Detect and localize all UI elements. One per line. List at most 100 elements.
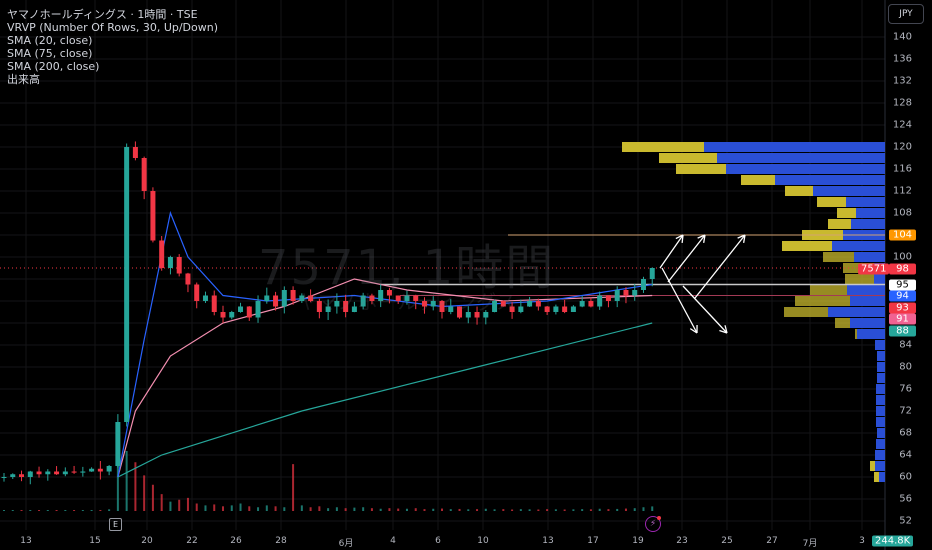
volume-profile-up-bar bbox=[823, 252, 854, 262]
volume-bar bbox=[151, 484, 154, 511]
time-tick-label: 26 bbox=[230, 536, 242, 546]
time-tick-label: 4 bbox=[390, 536, 396, 546]
candle-body bbox=[167, 257, 173, 268]
candle-body bbox=[54, 471, 60, 475]
candle-body bbox=[386, 290, 392, 296]
legend-vrvp[interactable]: VRVP (Number Of Rows, 30, Up/Down) bbox=[7, 21, 219, 34]
candle-body bbox=[623, 290, 629, 296]
candle-body bbox=[474, 312, 480, 318]
candle-body bbox=[27, 471, 33, 477]
legend-volume[interactable]: 出来高 bbox=[7, 73, 40, 86]
volume-bar bbox=[598, 508, 601, 511]
volume-profile-down-bar bbox=[850, 318, 885, 328]
candle-body bbox=[378, 290, 384, 301]
volume-bar bbox=[633, 508, 636, 511]
volume-profile-down-bar bbox=[813, 186, 885, 196]
time-tick-label: 19 bbox=[632, 536, 644, 546]
volume-profile-up-bar bbox=[622, 142, 704, 152]
lightning-event-icon[interactable]: ⚡ bbox=[645, 516, 661, 532]
volume-bar bbox=[11, 510, 14, 511]
candle-body bbox=[246, 306, 252, 318]
time-tick-label: 25 bbox=[721, 536, 733, 546]
volume-bar bbox=[125, 451, 128, 511]
volume-bar bbox=[283, 507, 286, 511]
candle-body bbox=[544, 306, 550, 312]
volume-bar bbox=[537, 509, 540, 511]
volume-profile-down-bar bbox=[717, 153, 885, 163]
candle-body bbox=[325, 306, 331, 312]
volume-profile-up-bar bbox=[659, 153, 717, 163]
volume-bar bbox=[414, 508, 417, 511]
arrow-head bbox=[724, 325, 728, 334]
volume-bar bbox=[388, 508, 391, 511]
volume-profile-down-bar bbox=[854, 252, 885, 262]
name-watermark: ヤマノホールディングス bbox=[298, 290, 516, 314]
price-badge-104: 104 bbox=[889, 229, 916, 241]
candle-body bbox=[640, 279, 646, 290]
volume-bar bbox=[90, 510, 93, 511]
time-tick-label: 6 bbox=[435, 536, 441, 546]
volume-bar bbox=[423, 509, 426, 511]
candle-body bbox=[518, 306, 524, 312]
candle-body bbox=[395, 295, 401, 301]
price-badge-88: 88 bbox=[889, 325, 916, 336]
volume-bar bbox=[607, 509, 610, 511]
volume-profile-down-bar bbox=[876, 384, 885, 394]
legend-sma75[interactable]: SMA (75, close) bbox=[7, 47, 93, 60]
candle-body bbox=[448, 306, 454, 312]
volume-bar bbox=[589, 509, 592, 511]
legend-title[interactable]: ヤマノホールディングス · 1時間 · TSE bbox=[7, 8, 198, 21]
arrow-head bbox=[742, 234, 746, 243]
volume-profile-up-bar bbox=[782, 241, 832, 251]
volume-bar bbox=[484, 508, 487, 511]
time-tick-label: 28 bbox=[275, 536, 287, 546]
volume-bar bbox=[528, 509, 531, 511]
candle-body bbox=[421, 301, 427, 307]
candle-body bbox=[159, 240, 165, 268]
volume-bar bbox=[370, 508, 373, 511]
volume-profile-down-bar bbox=[850, 296, 885, 306]
volume-profile-down-bar bbox=[857, 329, 885, 339]
candle-body bbox=[553, 306, 559, 312]
candle-body bbox=[334, 301, 340, 307]
volume-bar bbox=[3, 510, 5, 511]
volume-bar bbox=[38, 510, 41, 511]
volume-bar bbox=[134, 462, 137, 511]
time-tick-label: 3 bbox=[859, 536, 865, 546]
candle-body bbox=[185, 273, 191, 285]
candle-body bbox=[10, 474, 16, 477]
volume-bar bbox=[318, 506, 321, 511]
drawn-arrow bbox=[667, 234, 706, 283]
candle-body bbox=[465, 312, 471, 318]
volume-bar bbox=[169, 501, 172, 511]
candle-body bbox=[360, 295, 366, 307]
volume-profile-up-bar bbox=[785, 186, 813, 196]
volume-profile-down-bar bbox=[876, 395, 885, 405]
volume-profile-down-bar bbox=[876, 439, 885, 449]
volume-profile-down-bar bbox=[875, 461, 885, 471]
volume-profile-up-bar bbox=[845, 274, 874, 284]
price-tick-label: 140 bbox=[892, 31, 912, 43]
arrow-head bbox=[689, 328, 698, 334]
sma200-line bbox=[117, 322, 653, 478]
volume-bar bbox=[222, 506, 224, 511]
candle-body bbox=[527, 301, 533, 307]
time-tick-label: 13 bbox=[20, 536, 32, 546]
volume-bar bbox=[344, 508, 347, 511]
volume-bar bbox=[502, 509, 505, 511]
price-badge-91: 91 bbox=[889, 313, 916, 325]
price-tick-label: 76 bbox=[899, 383, 912, 395]
candle-body bbox=[404, 295, 410, 301]
volume-bar bbox=[554, 509, 557, 511]
volume-bar bbox=[441, 508, 443, 511]
volume-bar bbox=[397, 508, 400, 511]
currency-button[interactable]: JPY bbox=[888, 4, 924, 24]
legend-sma200[interactable]: SMA (200, close) bbox=[7, 60, 100, 73]
time-tick-label: 10 bbox=[477, 536, 489, 546]
legend-sma20[interactable]: SMA (20, close) bbox=[7, 34, 93, 47]
volume-bar bbox=[73, 510, 76, 511]
volume-bar bbox=[204, 505, 207, 511]
earnings-marker-icon[interactable]: E bbox=[109, 518, 122, 531]
candle-body bbox=[264, 295, 270, 301]
